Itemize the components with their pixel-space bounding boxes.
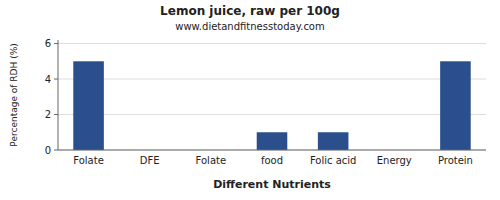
chart-container: Lemon juice, raw per 100g www.dietandfitn… xyxy=(0,0,500,200)
bars xyxy=(73,61,470,150)
x-tick-label: Folate xyxy=(196,155,227,166)
x-tick-label: food xyxy=(261,155,283,166)
y-tick xyxy=(54,150,58,151)
x-tick-label: Energy xyxy=(377,155,412,166)
x-axis: Folate DFE Folate food Folic acid Energy Prote… xyxy=(58,150,486,166)
x-axis-label: Different Nutrients xyxy=(213,178,331,191)
bar xyxy=(257,132,288,150)
y-tick-label: 0 xyxy=(45,145,51,156)
subtitle: www.dietandfitnesstoday.com xyxy=(175,21,324,32)
title: Lemon juice, raw per 100g xyxy=(160,4,340,18)
y-axis-label: Percentage of RDH (%) xyxy=(9,43,19,146)
y-axis: 0 2 4 6 xyxy=(45,38,58,155)
y-tick-label: 4 xyxy=(45,74,51,85)
y-tick xyxy=(54,43,58,44)
grid-line xyxy=(58,43,486,44)
y-tick xyxy=(54,114,58,115)
x-tick-label: Folic acid xyxy=(310,155,357,166)
x-tick-label: Folate xyxy=(73,155,104,166)
bar xyxy=(440,61,471,150)
x-axis-line xyxy=(58,150,486,151)
grid-line xyxy=(58,114,486,115)
x-tick-label: Protein xyxy=(438,155,473,166)
grid-line xyxy=(58,150,486,151)
chart: Lemon juice, raw per 100g www.dietandfitn… xyxy=(0,0,500,200)
bar xyxy=(318,132,349,150)
x-tick-label: DFE xyxy=(140,155,160,166)
grid-line xyxy=(58,79,486,80)
bar xyxy=(73,61,104,150)
y-tick xyxy=(54,79,58,80)
y-tick-label: 2 xyxy=(45,109,51,120)
y-tick-label: 6 xyxy=(45,38,51,49)
grid xyxy=(58,44,486,150)
y-axis-line xyxy=(58,40,59,150)
